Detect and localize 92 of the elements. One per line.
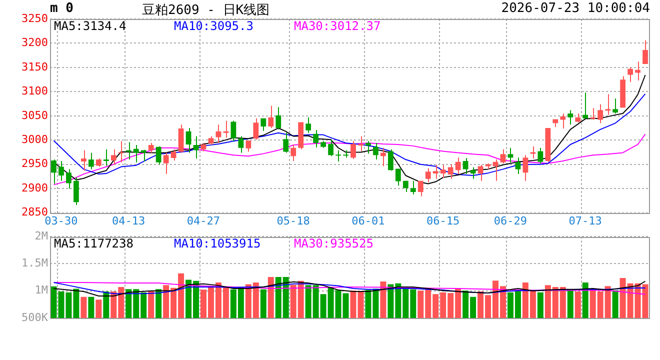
x-tick-label: 04-13	[112, 214, 146, 228]
candlestick	[306, 116, 312, 134]
candlestick	[462, 158, 468, 175]
candlestick	[230, 120, 236, 142]
candlestick	[598, 104, 604, 124]
candlestick	[395, 168, 401, 186]
candlestick	[74, 176, 79, 206]
text: MA10:3095.3	[174, 19, 254, 34]
candlestick	[388, 148, 394, 172]
candlestick	[492, 159, 498, 182]
candlestick	[628, 66, 633, 82]
candlestick	[178, 124, 184, 154]
candlestick	[373, 142, 378, 160]
y-tick-label: 1.5M	[22, 256, 48, 270]
candlestick	[635, 61, 640, 82]
candlestick	[612, 98, 618, 114]
y-tick-label: 2950	[22, 157, 48, 170]
candlestick	[336, 150, 341, 162]
candlestick	[455, 157, 461, 175]
candlestick	[66, 168, 72, 190]
candlestick	[470, 166, 476, 180]
chart-title: 豆粕2609 - 日K线图	[142, 2, 270, 19]
candlestick	[103, 148, 109, 166]
y-tick-label: 2M	[34, 229, 48, 242]
candlestick	[605, 94, 611, 116]
x-tick-label: 06-01	[352, 214, 385, 228]
x-tick-label: 07-13	[568, 214, 602, 228]
y-tick-label: 1M	[34, 284, 48, 297]
candlestick	[81, 150, 86, 172]
candlestick	[223, 120, 229, 138]
text: MA10:1053915	[174, 236, 261, 251]
candlestick	[51, 159, 56, 184]
candlestick	[590, 108, 596, 120]
candlestick	[290, 144, 296, 162]
candlestick	[110, 148, 116, 165]
candlestick	[186, 128, 192, 154]
x-tick-label: 05-18	[276, 214, 310, 228]
y-tick-label: 500K	[22, 310, 48, 324]
candlestick	[448, 164, 454, 180]
candlestick	[253, 118, 259, 140]
candlestick	[358, 136, 364, 152]
candlestick	[268, 105, 274, 129]
y-tick-label: 3000	[22, 132, 48, 146]
y-tick-label: 2900	[22, 181, 48, 194]
candlestick	[440, 164, 446, 178]
candlestick	[328, 139, 334, 157]
candlestick	[58, 160, 64, 182]
x-tick-label: 06-29	[494, 214, 528, 228]
candlestick	[582, 92, 588, 119]
candlestick	[366, 140, 371, 154]
candlestick	[193, 136, 199, 160]
candlestick	[238, 136, 244, 154]
text: MA30:3012.37	[294, 19, 381, 34]
candlestick	[530, 146, 536, 160]
candlestick	[522, 154, 528, 182]
candlestick	[88, 152, 94, 170]
y-tick-label: 3100	[22, 84, 48, 98]
candlestick	[538, 147, 544, 164]
candlestick	[156, 146, 162, 165]
candlestick	[246, 140, 252, 152]
x-tick-label: 06-15	[426, 214, 460, 228]
y-tick-label: 3250	[22, 12, 48, 25]
candlestick	[425, 168, 431, 183]
y-tick-label: 3050	[22, 108, 48, 122]
y-tick-label: 3200	[22, 36, 48, 50]
candlestick	[418, 180, 424, 197]
text: MA5:1177238	[54, 236, 134, 251]
x-tick-label: 03-30	[44, 214, 78, 228]
candlestick	[148, 142, 154, 154]
candlestick	[560, 112, 566, 129]
candlestick	[313, 129, 318, 148]
candlestick	[350, 140, 356, 160]
candlestick	[568, 110, 574, 126]
candlestick	[276, 106, 282, 130]
x-tick-label: 04-27	[186, 214, 220, 228]
text: MA30:935525	[294, 236, 374, 251]
candlestick	[500, 148, 506, 164]
candlestick	[410, 180, 416, 195]
candlestick	[508, 147, 514, 163]
candlestick	[260, 118, 266, 132]
text: MA5:3134.4	[54, 19, 126, 34]
candlestick	[118, 140, 124, 163]
candlestick	[133, 144, 139, 163]
candlestick	[432, 164, 438, 180]
candlestick	[126, 142, 132, 160]
candlestick	[163, 152, 169, 175]
chart-subtitle: 2026-07-23 10:00:04	[501, 1, 650, 16]
text: m 0	[50, 1, 74, 16]
candlestick	[642, 40, 648, 65]
y-tick-label: 3150	[22, 60, 48, 74]
candlestick	[283, 132, 289, 154]
candlestick	[380, 147, 386, 167]
